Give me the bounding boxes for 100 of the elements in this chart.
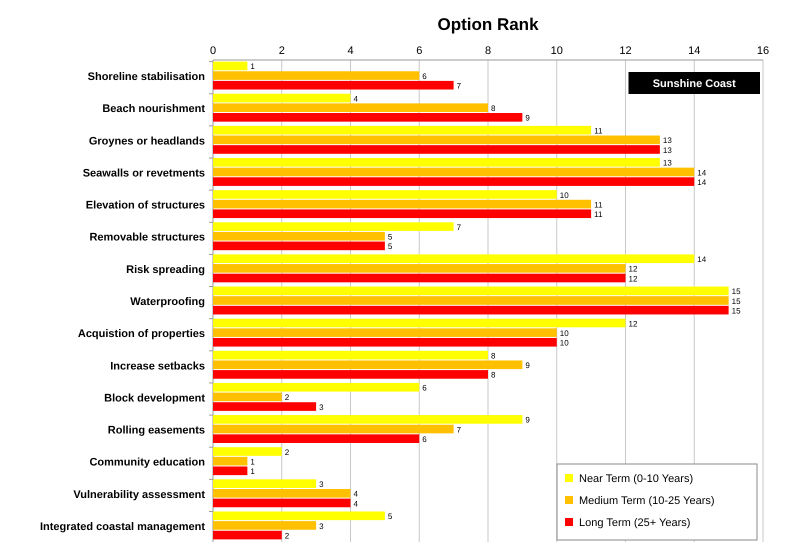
data-label: 10 [560,338,570,348]
data-label: 11 [594,210,603,220]
bar [213,209,592,218]
data-label: 11 [594,200,603,210]
data-label: 12 [628,274,638,284]
bar [213,382,420,392]
bar [213,456,248,466]
data-label: 9 [525,114,530,123]
bar [213,415,522,424]
bar [213,392,282,402]
bar [213,338,557,347]
bar [213,498,350,508]
bar [213,360,522,370]
bar [213,424,454,434]
data-label: 5 [388,242,393,252]
y-tick-label: Integrated coastal management [40,520,206,533]
bar [213,94,350,102]
bar [213,274,626,282]
bar [213,434,420,443]
y-tick-label: Vulnerability assessment [73,488,206,501]
y-tick-label: Rolling easements [108,424,205,437]
data-label: 7 [456,222,462,232]
data-label: 6 [422,72,428,81]
bar [213,136,660,144]
bar [213,200,592,208]
bar [213,62,248,70]
x-tick-label: 6 [416,45,422,57]
data-label: 4 [354,490,358,499]
bar [213,113,522,122]
data-label: 8 [491,104,496,114]
data-label: 10 [560,190,570,200]
data-label: 9 [525,416,530,425]
caption-box: Sunshine Coast [628,72,760,94]
bar [213,447,282,456]
data-label: 8 [491,370,496,380]
data-label: 10 [560,328,570,338]
data-label: 1 [250,62,256,72]
legend-label: Medium Term (10-25 Years) [579,495,715,507]
data-label: 4 [354,94,358,104]
x-tick-label: 4 [347,45,354,57]
y-tick-label: Seawalls or revetments [82,167,205,180]
data-label: 15 [732,296,742,306]
bar [213,168,694,176]
bar [213,80,454,90]
legend-label: Long Term (25+ Years) [579,517,690,529]
bar [213,370,488,379]
data-label: 4 [354,499,358,508]
bar [213,286,729,296]
y-tick-label: Shoreline stabilisation [88,71,206,84]
data-label: 1 [250,467,256,476]
data-label: 5 [388,512,393,522]
bar [213,402,316,411]
x-tick-label: 10 [550,45,563,57]
data-label: 9 [525,361,530,370]
data-label: 7 [456,425,462,434]
data-label: 15 [732,287,742,296]
data-label: 8 [491,351,496,360]
data-label: 6 [422,384,428,393]
bar [213,488,350,498]
y-tick-label: Community education [89,456,206,469]
x-tick-label: 16 [756,45,770,57]
y-tick-label: Acquistion of properties [78,328,205,340]
bar [213,328,557,337]
bar [213,479,316,488]
x-tick-label: 12 [619,45,632,57]
bar [213,318,626,328]
bar [213,145,660,154]
data-label: 12 [628,319,638,328]
data-label: 13 [662,146,672,155]
bar [213,177,694,186]
bar [213,306,729,314]
y-tick-label: Groynes or headlands [88,135,205,148]
data-label: 3 [319,480,324,489]
data-label: 14 [697,255,707,264]
data-label: 7 [456,82,462,91]
data-label: 6 [422,434,428,444]
data-label: 15 [732,306,742,316]
data-label: 2 [284,531,290,540]
bar [213,521,316,530]
data-label: 3 [319,402,324,412]
chart-title: Option Rank [437,15,540,34]
bar [213,242,385,250]
data-label: 5 [388,232,393,242]
bar [213,511,385,520]
data-label: 1 [250,457,256,466]
bar [213,232,385,241]
bar [213,254,694,264]
x-tick-label: 8 [484,45,492,57]
bar [213,222,454,231]
legend-label: Near Term (0-10 Years) [579,473,694,485]
bar [213,466,248,476]
annotation: Sunshine Coast [652,78,736,90]
data-label: 2 [284,393,290,402]
data-label: 13 [662,158,672,168]
data-label: 14 [697,178,707,187]
bar [213,71,420,80]
data-label: 2 [284,448,290,457]
x-tick-label: 14 [688,45,700,57]
y-tick-label: Risk spreading [126,264,205,276]
bar [213,296,729,305]
